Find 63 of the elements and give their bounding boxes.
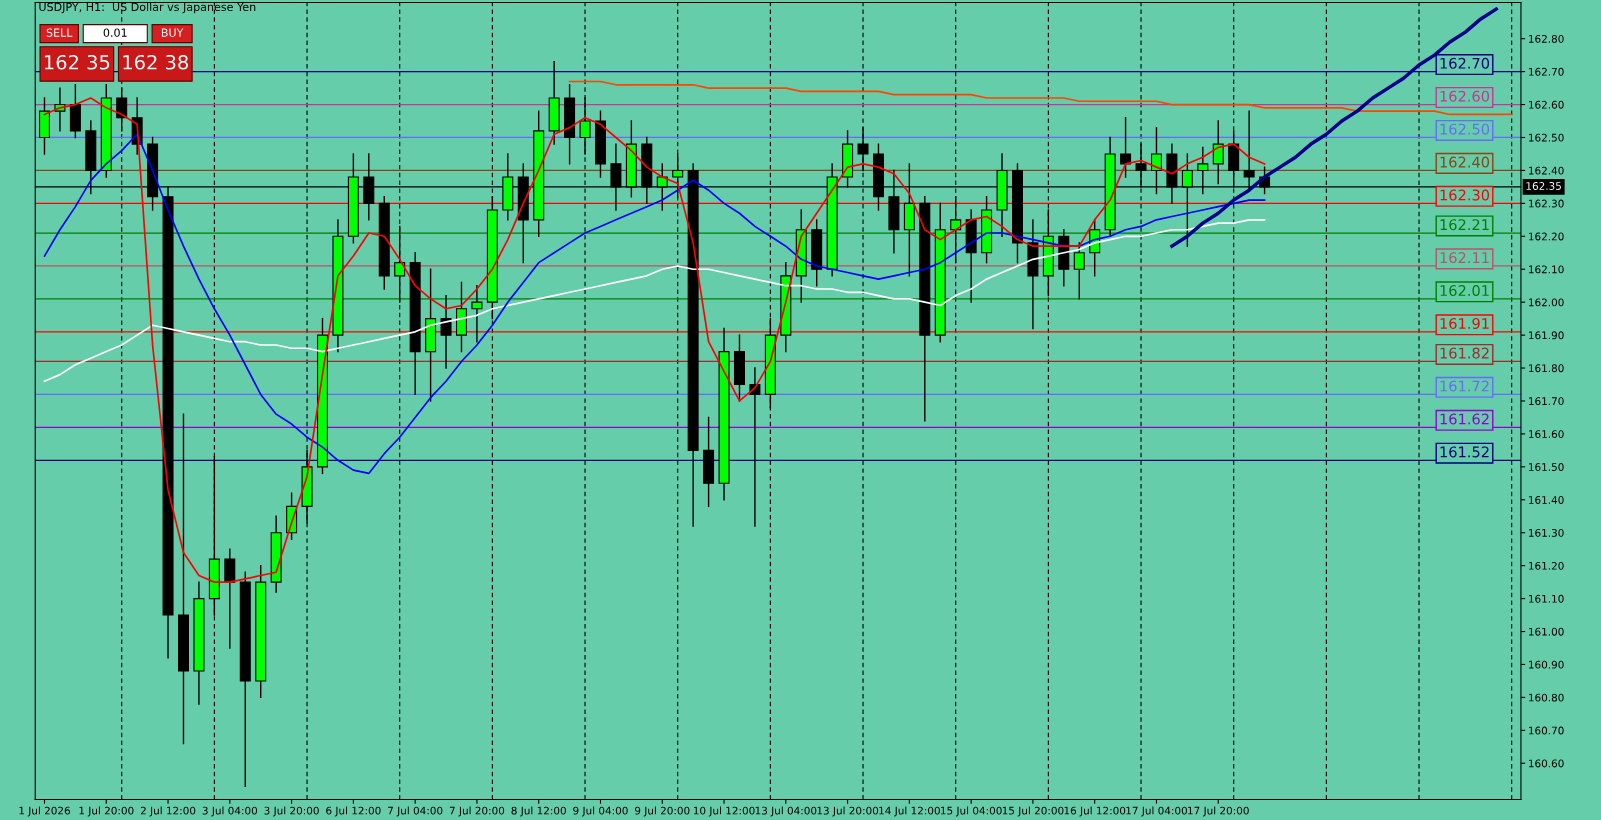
y-tick-label: 160.70 [1529, 726, 1564, 735]
x-tick-label: 16 Jul 12:00 [1064, 806, 1126, 817]
y-tick-label: 160.90 [1529, 660, 1564, 669]
y-tick-label: 161.20 [1529, 561, 1564, 570]
ref-line-label: 162.01 [1440, 285, 1489, 297]
ref-line-label: 162.35 [1526, 182, 1561, 190]
ref-line-label: 162.40 [1440, 156, 1490, 168]
y-tick-label: 161.90 [1529, 331, 1564, 340]
x-tick-label: 9 Jul 04:00 [573, 806, 628, 817]
y-tick-label: 162.40 [1529, 166, 1564, 175]
x-tick-label: 15 Jul 04:00 [941, 806, 1002, 817]
x-tick-label: 1 Jul 20:00 [79, 806, 134, 817]
x-tick-label: 6 Jul 12:00 [326, 806, 381, 817]
ref-line-label: 162.70 [1440, 57, 1490, 69]
x-tick-label: 7 Jul 20:00 [449, 806, 505, 817]
ref-line-label: 161.91 [1440, 317, 1489, 329]
y-tick-label: 162.30 [1529, 199, 1564, 208]
ref-line-label: 161.52 [1440, 446, 1489, 458]
x-tick-label: 7 Jul 04:00 [388, 806, 443, 817]
y-tick-label: 162.50 [1529, 133, 1564, 142]
ref-line-label: 162.30 [1440, 189, 1490, 201]
x-tick-label: 1 Jul 2026 [19, 806, 70, 817]
y-tick-label: 161.60 [1529, 430, 1564, 439]
x-tick-label: 17 Jul 20:00 [1188, 806, 1249, 817]
ref-line-label: 161.72 [1440, 380, 1489, 392]
y-tick-label: 162.10 [1529, 265, 1564, 274]
x-tick-label: 13 Jul 20:00 [817, 806, 879, 817]
y-tick-label: 161.00 [1529, 627, 1564, 636]
ref-line-label: 162.21 [1440, 219, 1489, 231]
chart-title: USDJPY, H1: US Dollar vs Japanese Yen [39, 2, 256, 14]
y-tick-label: 162.00 [1529, 298, 1564, 307]
x-tick-label: 13 Jul 04:00 [755, 806, 817, 817]
annotation: 162 35 [44, 54, 110, 70]
x-tick-label: 3 Jul 04:00 [202, 806, 258, 817]
y-tick-label: 162.20 [1529, 232, 1564, 241]
ref-line-label: 161.62 [1440, 413, 1489, 425]
ref-line-label: 162.50 [1440, 123, 1490, 135]
x-tick-label: 2 Jul 12:00 [140, 806, 196, 817]
x-tick-label: 15 Jul 20:00 [1002, 806, 1064, 817]
annotation: 0.01 [103, 28, 127, 37]
y-tick-label: 161.30 [1529, 528, 1564, 537]
x-tick-label: 8 Jul 12:00 [511, 806, 566, 817]
x-tick-label: 3 Jul 20:00 [264, 806, 319, 817]
ref-line-label: 162.60 [1440, 90, 1490, 102]
ref-line-label: 161.82 [1440, 347, 1489, 359]
x-tick-label: 14 Jul 12:00 [879, 806, 940, 817]
y-tick-label: 161.80 [1529, 364, 1564, 373]
x-tick-label: 10 Jul 12:00 [693, 806, 755, 817]
y-tick-label: 160.80 [1529, 693, 1564, 702]
y-tick-label: 161.70 [1529, 397, 1564, 406]
y-tick-label: 160.60 [1529, 759, 1564, 768]
y-tick-label: 161.50 [1529, 463, 1564, 471]
annotation: 162 38 [123, 54, 188, 70]
annotation: SELL [46, 28, 73, 37]
y-tick-label: 162.60 [1529, 100, 1564, 109]
y-tick-label: 161.10 [1529, 594, 1564, 603]
y-tick-label: 162.70 [1529, 67, 1564, 76]
y-tick-label: 162.80 [1529, 34, 1564, 43]
x-tick-label: 9 Jul 20:00 [634, 806, 690, 817]
y-tick-label: 161.40 [1529, 496, 1564, 504]
annotation: BUY [161, 28, 184, 37]
x-tick-label: 17 Jul 04:00 [1126, 806, 1188, 817]
ref-line-label: 162.11 [1440, 252, 1489, 264]
